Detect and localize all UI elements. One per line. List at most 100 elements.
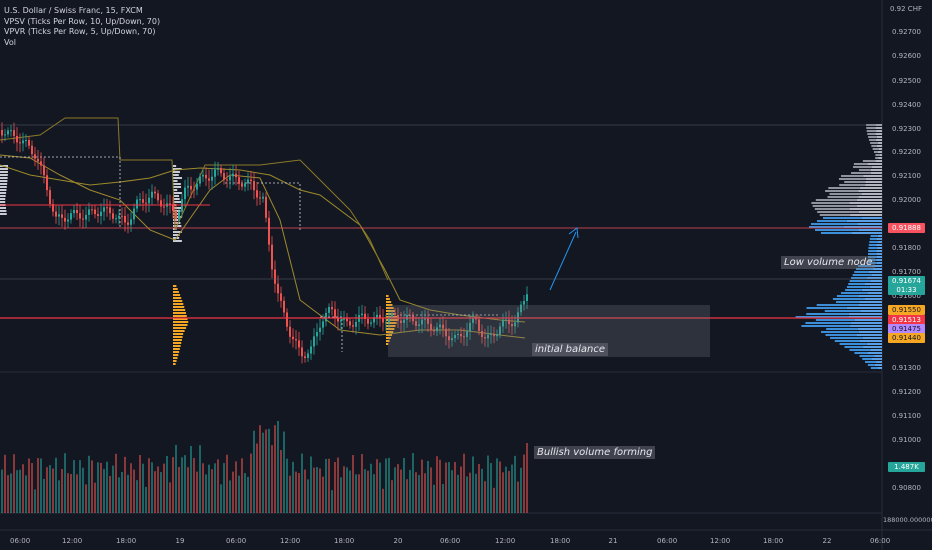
volume-bar (460, 466, 462, 513)
volume-bar (436, 456, 438, 513)
candle-body (457, 334, 459, 336)
symbol-title[interactable]: U.S. Dollar / Swiss Franc, 15, FXCM (4, 6, 143, 15)
candle-body (511, 323, 513, 327)
candle-body (235, 173, 237, 178)
vpsv-indicator-label[interactable]: VPSV (Ticks Per Row, 10, Up/Down, 70) (4, 16, 161, 26)
vpvr-row (876, 256, 882, 258)
candle-body (322, 321, 324, 328)
session-profile-row (0, 180, 8, 182)
volume-indicator-label[interactable]: Vol (4, 37, 16, 47)
vpvr-row (862, 358, 872, 360)
volume-bar (31, 463, 33, 513)
candle-body (295, 339, 297, 341)
vpvr-row (854, 352, 868, 354)
candle-body (151, 191, 153, 198)
volume-bar (274, 425, 276, 513)
candle-body (442, 324, 444, 329)
candle-body (337, 317, 339, 322)
vpvr-row (867, 364, 875, 366)
session-profile-row (173, 294, 181, 296)
volume-bar (382, 488, 384, 513)
vpvr-row (844, 346, 863, 348)
vpvr-row (836, 301, 860, 303)
candle-body (427, 318, 429, 324)
drawing-overlays (0, 124, 882, 357)
session-profile-row (386, 307, 394, 309)
volume-bar (496, 458, 498, 513)
volume-bar (262, 432, 264, 513)
volume-bar (433, 484, 435, 513)
volume-bar (70, 474, 72, 513)
vpvr-row (851, 277, 867, 279)
volume-bar (526, 443, 528, 513)
candle-body (418, 324, 420, 326)
volume-bar (505, 466, 507, 513)
candle-body (301, 347, 303, 357)
candle-body (478, 319, 480, 331)
vpvr-row (862, 160, 876, 162)
candle-body (25, 140, 27, 142)
session-profile-row (173, 231, 182, 233)
vpvr-row (876, 250, 882, 252)
price-tick-label: 0.91600 (892, 292, 921, 300)
vpvr-row (870, 349, 882, 351)
vpvr-row (795, 316, 849, 318)
session-profile-row (173, 303, 184, 305)
candle-body (325, 312, 327, 322)
session-profile-row (173, 357, 178, 359)
bullish-volume-note[interactable]: Bullish volume forming (534, 446, 656, 459)
candle-body (148, 197, 150, 204)
volume-bar (16, 470, 18, 513)
vpvr-row (858, 211, 882, 213)
vpvr-row (824, 310, 861, 312)
vpvr-row (868, 256, 877, 258)
vpvr-row (859, 301, 882, 303)
volume-bar (271, 445, 273, 513)
price-tick-label: 0.92500 (892, 77, 921, 85)
volume-bar (34, 489, 36, 513)
candle-body (70, 213, 72, 220)
volume-bar (139, 455, 141, 513)
vpvr-row (869, 286, 882, 288)
low-volume-node-note[interactable]: Low volume node (781, 256, 876, 269)
volume-bar (259, 425, 261, 513)
vpvr-row (877, 241, 882, 243)
candle-body (367, 319, 369, 324)
price-tick-label: 0.90800 (892, 484, 921, 492)
vpvr-row (876, 259, 882, 261)
session-profile-row (173, 300, 183, 302)
volume-bar (4, 454, 6, 513)
volume-bar (190, 445, 192, 513)
vpvr-indicator-label[interactable]: VPVR (Ticks Per Row, 5, Up/Down, 70) (4, 27, 156, 36)
volume-bar (430, 467, 432, 513)
candle-body (223, 173, 225, 180)
volume-histogram (1, 420, 528, 513)
candle-body (280, 293, 282, 301)
session-profile-row (173, 297, 182, 299)
volume-bar (499, 461, 501, 513)
volume-bar (94, 482, 96, 513)
candle-body (355, 321, 357, 327)
session-profile-row (173, 180, 178, 182)
vpvr-row (858, 196, 882, 198)
candle-body (154, 191, 156, 194)
volume-bar (28, 458, 30, 513)
initial-balance-note[interactable]: initial balance (532, 343, 609, 356)
time-tick-label: 12:00 (495, 537, 516, 545)
vpvr-row (849, 349, 871, 351)
volume-axis-base: 188000.000000 (883, 516, 932, 524)
vpvr-row (849, 208, 882, 210)
volume-bar (289, 475, 291, 513)
volume-profiles (0, 124, 882, 369)
session-profile-row (173, 339, 182, 341)
vpvr-row (872, 148, 879, 150)
candle-body (334, 309, 336, 318)
session-profile-row (0, 213, 7, 215)
vpvr-row (868, 271, 882, 273)
vpvr-row (875, 139, 882, 141)
vpvr-row (817, 211, 859, 213)
volume-bar (406, 479, 408, 513)
vpvr-row (870, 235, 878, 237)
volume-bar (241, 458, 243, 513)
